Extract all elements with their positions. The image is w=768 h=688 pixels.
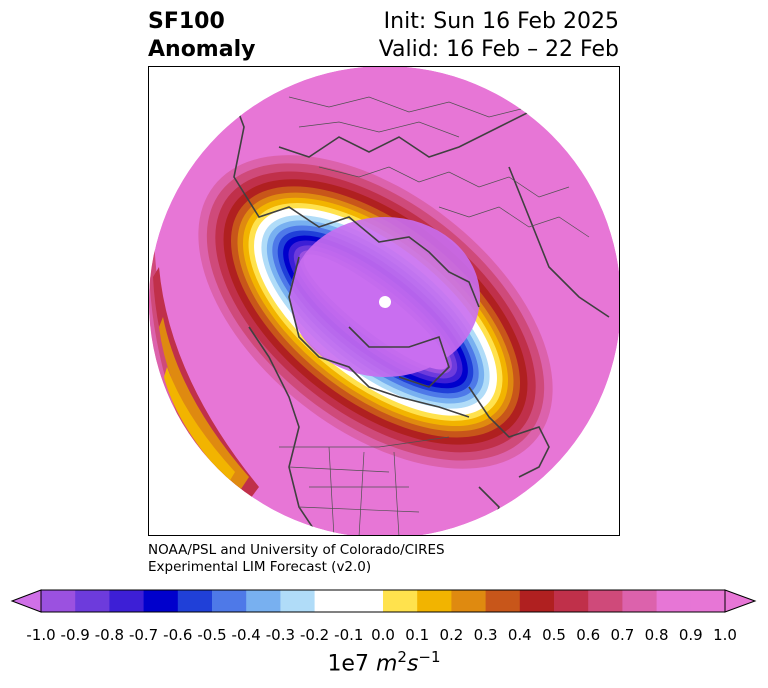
political-borders [279,96,590,535]
colorbar-tick-label: 0.6 [576,626,601,644]
credit-line-1: NOAA/PSL and University of Colorado/CIRE… [148,542,445,558]
colorbar-cell [212,590,247,612]
colorbar-tick-label: 0.4 [507,626,532,644]
colorbar-tick-label: 0.5 [542,626,566,644]
colorbar-cell [314,590,350,612]
map-panel [148,66,620,536]
colorbar-tick-label: -0.4 [231,626,261,644]
colorbar-cell [417,590,452,612]
colorbar-cell [280,590,316,612]
colorbar-cell [246,590,281,612]
colorbar-cell [41,590,76,612]
colorbar-outline [40,589,726,613]
colorbar-cell [485,590,521,612]
variable-type: Anomaly [148,37,256,62]
colorbar-cell [519,590,555,612]
colorbar-tick-label: 0.0 [371,626,395,644]
colorbar-cell [554,590,589,612]
colorbar-tick-label: -0.6 [163,626,193,644]
colorbar-cell [656,590,692,612]
colorbar-cell [348,590,384,612]
units-m: m [375,651,398,677]
colorbar [10,589,757,613]
polar-map [149,67,619,535]
init-date: Init: Sun 16 Feb 2025 [383,9,619,34]
units-base: 1e7 [327,651,369,677]
colorbar-under-arrow [10,589,42,613]
colorbar-tick-label: 0.1 [405,626,430,644]
units-s: s [406,651,419,677]
coastlines [228,86,610,535]
colorbar-cell [143,590,179,612]
colorbar-tick-label: 0.8 [644,626,669,644]
colorbar-over-arrow [724,589,757,613]
colorbar-cell [383,590,418,612]
title-left: SF100 Anomaly [148,8,255,64]
credit-line-2: Experimental LIM Forecast (v2.0) [148,559,372,575]
colorbar-tick-label: -0.3 [265,626,296,644]
colorbar-tick-label: 0.7 [610,626,635,644]
colorbar-cell [690,590,725,612]
colorbar-tick-label: -1.0 [26,626,56,644]
colorbar-tick-label: -0.2 [299,626,330,644]
colorbar-tick-label: 0.3 [473,626,498,644]
colorbar-cell [177,590,213,612]
colorbar-tick-label: -0.8 [94,626,125,644]
colorbar-cell [588,590,623,612]
colorbar-cell [451,590,487,612]
colorbar-tick-label: 0.2 [439,626,464,644]
colorbar-cell [75,590,110,612]
colorbar-tick-label: -0.5 [197,626,227,644]
colorbar-tick-label: 1.0 [713,626,737,644]
colorbar-tick-label: -0.7 [128,626,159,644]
units-s-exp: −1 [418,648,441,666]
north-pole-marker [379,296,391,308]
colorbar-tick-label: -0.1 [334,626,364,644]
colorbar-units-label: 1e7 m2s−1 [0,648,768,676]
colorbar-tick-label: 0.9 [678,626,703,644]
colorbar-cell [622,590,658,612]
units-m-exp: 2 [397,648,407,666]
title-right: Init: Sun 16 Feb 2025 Valid: 16 Feb – 22… [379,8,619,64]
credit-text: NOAA/PSL and University of Colorado/CIRE… [148,542,445,576]
valid-range: Valid: 16 Feb – 22 Feb [378,37,619,62]
colorbar-tick-label: -0.9 [60,626,90,644]
colorbar-cell [109,590,145,612]
variable-name: SF100 [148,9,225,34]
